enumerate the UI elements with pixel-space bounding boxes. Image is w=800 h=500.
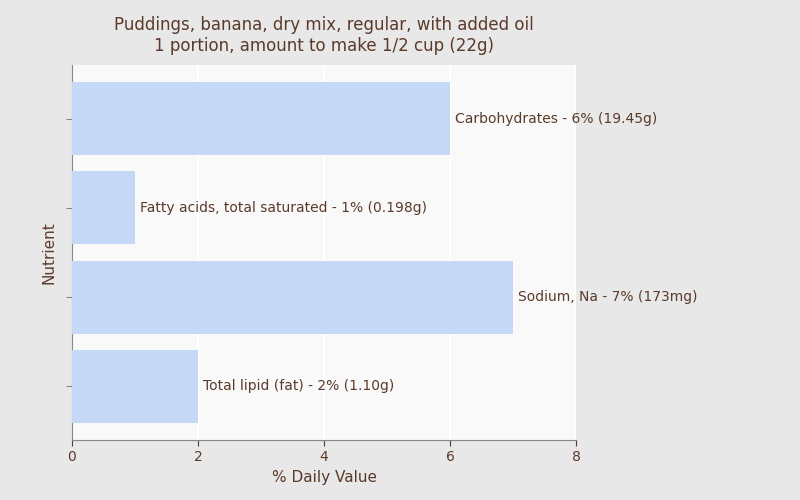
Bar <box>72 82 450 155</box>
Y-axis label: Nutrient: Nutrient <box>41 221 56 284</box>
Bar <box>72 350 198 423</box>
X-axis label: % Daily Value: % Daily Value <box>271 470 377 485</box>
Text: Total lipid (fat) - 2% (1.10g): Total lipid (fat) - 2% (1.10g) <box>203 380 394 394</box>
Bar <box>72 260 513 334</box>
Title: Puddings, banana, dry mix, regular, with added oil
1 portion, amount to make 1/2: Puddings, banana, dry mix, regular, with… <box>114 16 534 55</box>
Text: Fatty acids, total saturated - 1% (0.198g): Fatty acids, total saturated - 1% (0.198… <box>140 201 427 215</box>
Text: Carbohydrates - 6% (19.45g): Carbohydrates - 6% (19.45g) <box>455 112 658 126</box>
Bar <box>72 171 135 244</box>
Text: Sodium, Na - 7% (173mg): Sodium, Na - 7% (173mg) <box>518 290 698 304</box>
